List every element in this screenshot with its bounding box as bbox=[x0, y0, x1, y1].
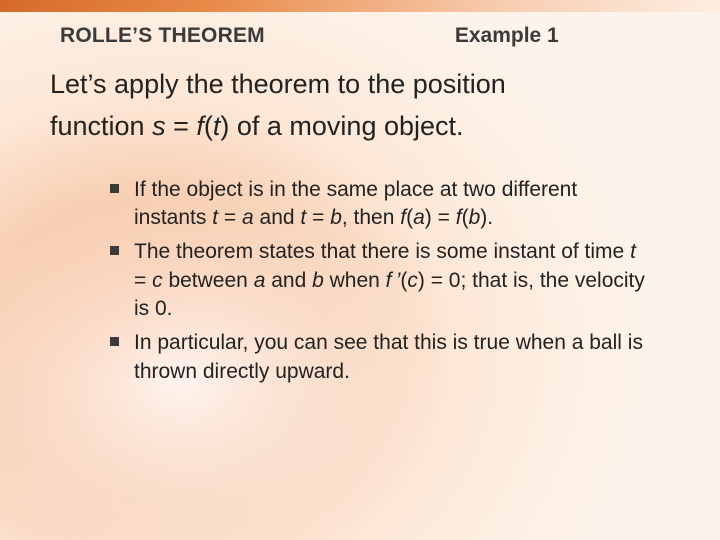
bullet-text-part: ). bbox=[480, 206, 493, 229]
bullet-text-part: = bbox=[306, 206, 330, 229]
example-label: Example 1 bbox=[455, 24, 559, 48]
list-item: If the object is in the same place at tw… bbox=[110, 176, 650, 233]
bullet-text-part: f ’ bbox=[386, 269, 401, 292]
bullet-text-part: = bbox=[218, 206, 242, 229]
bullet-text-part: b bbox=[330, 206, 342, 229]
bullet-text-part: a bbox=[254, 269, 266, 292]
var-f: f bbox=[196, 111, 204, 141]
bullet-text-part: c bbox=[152, 269, 163, 292]
body-line-2-b: of a moving object. bbox=[229, 111, 463, 141]
bullet-text-part: = bbox=[134, 269, 152, 292]
bullet-text-part: In particular, you can see that this is … bbox=[134, 331, 643, 382]
bullet-text-part: The theorem states that there is some in… bbox=[134, 240, 630, 263]
bullet-text-part: a bbox=[242, 206, 254, 229]
bullet-text-part: when bbox=[324, 269, 386, 292]
bullet-text-part: and bbox=[254, 206, 301, 229]
list-item: In particular, you can see that this is … bbox=[110, 329, 650, 386]
bullet-text-part: ) = bbox=[425, 206, 456, 229]
bullet-text-part: c bbox=[407, 269, 418, 292]
body-text: Let’s apply the theorem to the position … bbox=[0, 48, 720, 148]
body-line-1: Let’s apply the theorem to the position bbox=[50, 69, 506, 99]
bullet-text-part: b bbox=[312, 269, 324, 292]
eq-sign: = bbox=[166, 111, 197, 141]
section-title: ROLLE’S THEOREM bbox=[60, 24, 265, 48]
body-line-2-a: function bbox=[50, 111, 152, 141]
bullet-text-part: a bbox=[413, 206, 425, 229]
var-s: s bbox=[152, 111, 166, 141]
bullet-text-part: ( bbox=[462, 206, 469, 229]
list-item: The theorem states that there is some in… bbox=[110, 238, 650, 323]
bullet-text-part: and bbox=[265, 269, 312, 292]
bullet-text-part: b bbox=[469, 206, 481, 229]
bullet-text-part: , then bbox=[342, 206, 400, 229]
paren-open: ( bbox=[204, 111, 213, 141]
bullet-list: If the object is in the same place at tw… bbox=[0, 148, 720, 386]
accent-top-bar bbox=[0, 0, 720, 12]
bullet-text-part: between bbox=[163, 269, 254, 292]
bullet-text-part: t bbox=[630, 240, 636, 263]
